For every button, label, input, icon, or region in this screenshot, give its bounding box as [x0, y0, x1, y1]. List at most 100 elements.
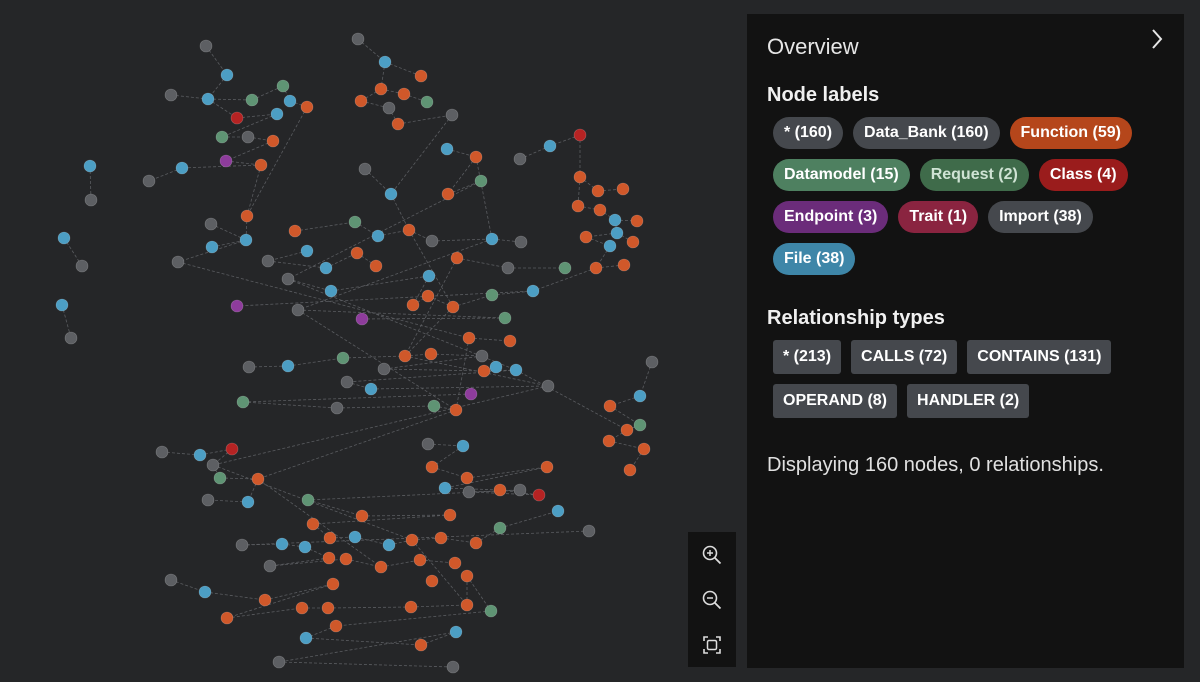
graph-node-import[interactable] — [513, 152, 527, 166]
graph-node-function[interactable] — [339, 552, 353, 566]
graph-node-import[interactable] — [201, 493, 215, 507]
graph-node-file[interactable] — [319, 261, 333, 275]
graph-node-import[interactable] — [513, 483, 527, 497]
graph-node-file[interactable] — [633, 389, 647, 403]
graph-node-import[interactable] — [164, 573, 178, 587]
graph-node-file[interactable] — [57, 231, 71, 245]
graph-node-file[interactable] — [193, 448, 207, 462]
graph-node-function[interactable] — [630, 214, 644, 228]
relationship-type-chip[interactable]: CALLS (72) — [851, 340, 958, 374]
graph-node-function[interactable] — [251, 472, 265, 486]
graph-node-import[interactable] — [272, 655, 286, 669]
graph-node-datamodel[interactable] — [215, 130, 229, 144]
graph-node-import[interactable] — [164, 88, 178, 102]
node-label-chip[interactable]: Data_Bank (160) — [853, 117, 1000, 149]
graph-node-function[interactable] — [254, 158, 268, 172]
graph-node-endpoint[interactable] — [230, 299, 244, 313]
graph-node-file[interactable] — [382, 538, 396, 552]
graph-node-file[interactable] — [348, 530, 362, 544]
graph-node-file[interactable] — [603, 239, 617, 253]
graph-node-file[interactable] — [526, 284, 540, 298]
graph-node-function[interactable] — [626, 235, 640, 249]
graph-node-import[interactable] — [445, 108, 459, 122]
graph-node-function[interactable] — [405, 533, 419, 547]
graph-node-datamodel[interactable] — [498, 311, 512, 325]
graph-node-file[interactable] — [371, 229, 385, 243]
graph-node-import[interactable] — [330, 401, 344, 415]
graph-node-function[interactable] — [434, 531, 448, 545]
graph-node-function[interactable] — [540, 460, 554, 474]
graph-node-import[interactable] — [340, 375, 354, 389]
node-label-chip[interactable]: Function (59) — [1009, 117, 1132, 149]
graph-node-function[interactable] — [300, 100, 314, 114]
graph-node-function[interactable] — [240, 209, 254, 223]
graph-node-file[interactable] — [543, 139, 557, 153]
graph-node-import[interactable] — [501, 261, 515, 275]
graph-node-file[interactable] — [220, 68, 234, 82]
relationship-type-chip[interactable]: OPERAND (8) — [773, 384, 898, 418]
graph-node-import[interactable] — [645, 355, 659, 369]
graph-node-function[interactable] — [449, 403, 463, 417]
graph-node-datamodel[interactable] — [558, 261, 572, 275]
graph-node-function[interactable] — [295, 601, 309, 615]
graph-node-import[interactable] — [242, 360, 256, 374]
graph-node-function[interactable] — [446, 300, 460, 314]
graph-node-datamodel[interactable] — [301, 493, 315, 507]
graph-node-import[interactable] — [377, 362, 391, 376]
graph-node-file[interactable] — [456, 439, 470, 453]
graph-node-function[interactable] — [493, 483, 507, 497]
graph-node-function[interactable] — [414, 69, 428, 83]
graph-node-datamodel[interactable] — [336, 351, 350, 365]
graph-node-datamodel[interactable] — [427, 399, 441, 413]
graph-node-function[interactable] — [326, 577, 340, 591]
graph-node-import[interactable] — [142, 174, 156, 188]
graph-node-import[interactable] — [155, 445, 169, 459]
zoom-out-button[interactable] — [697, 585, 727, 615]
graph-node-file[interactable] — [449, 625, 463, 639]
graph-node-function[interactable] — [425, 574, 439, 588]
graph-svg[interactable] — [0, 0, 740, 682]
graph-node-function[interactable] — [258, 593, 272, 607]
graph-node-function[interactable] — [421, 289, 435, 303]
graph-node-datamodel[interactable] — [245, 93, 259, 107]
graph-node-function[interactable] — [322, 551, 336, 565]
graph-node-class[interactable] — [225, 442, 239, 456]
graph-node-import[interactable] — [281, 272, 295, 286]
graph-node-import[interactable] — [425, 234, 439, 248]
graph-node-datamodel[interactable] — [484, 604, 498, 618]
graph-node-datamodel[interactable] — [276, 79, 290, 93]
graph-node-file[interactable] — [239, 233, 253, 247]
graph-node-import[interactable] — [204, 217, 218, 231]
graph-node-function[interactable] — [404, 600, 418, 614]
graph-node-file[interactable] — [298, 540, 312, 554]
graph-node-import[interactable] — [446, 660, 460, 674]
graph-node-datamodel[interactable] — [213, 471, 227, 485]
node-label-chip[interactable]: Import (38) — [988, 201, 1093, 233]
graph-node-function[interactable] — [603, 399, 617, 413]
graph-node-import[interactable] — [351, 32, 365, 46]
graph-node-function[interactable] — [374, 560, 388, 574]
graph-node-import[interactable] — [235, 538, 249, 552]
graph-node-function[interactable] — [441, 187, 455, 201]
graph-node-function[interactable] — [443, 508, 457, 522]
graph-node-class[interactable] — [573, 128, 587, 142]
graph-node-function[interactable] — [329, 619, 343, 633]
graph-node-function[interactable] — [593, 203, 607, 217]
graph-node-endpoint[interactable] — [464, 387, 478, 401]
graph-node-datamodel[interactable] — [485, 288, 499, 302]
graph-node-function[interactable] — [354, 94, 368, 108]
graph-node-file[interactable] — [384, 187, 398, 201]
graph-node-function[interactable] — [321, 601, 335, 615]
graph-node-file[interactable] — [364, 382, 378, 396]
graph-node-function[interactable] — [424, 347, 438, 361]
graph-node-function[interactable] — [391, 117, 405, 131]
graph-node-datamodel[interactable] — [348, 215, 362, 229]
graph-node-import[interactable] — [64, 331, 78, 345]
relationship-type-chip[interactable]: CONTAINS (131) — [967, 340, 1112, 374]
graph-node-datamodel[interactable] — [236, 395, 250, 409]
node-label-chip[interactable]: * (160) — [773, 117, 844, 149]
graph-node-file[interactable] — [175, 161, 189, 175]
graph-node-function[interactable] — [579, 230, 593, 244]
graph-node-datamodel[interactable] — [633, 418, 647, 432]
graph-node-function[interactable] — [398, 349, 412, 363]
